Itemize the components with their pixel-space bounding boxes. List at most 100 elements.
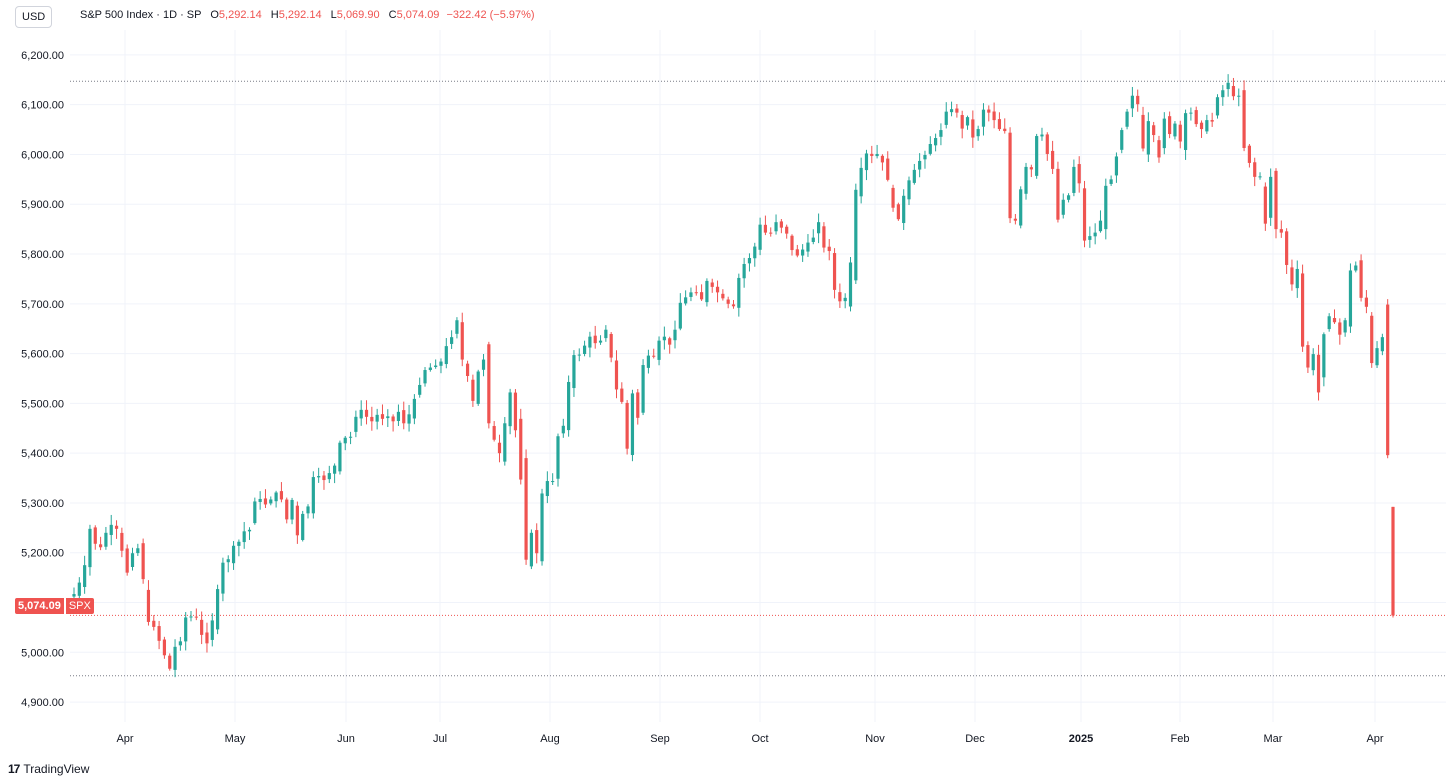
candle-body	[279, 491, 284, 500]
candle-body	[540, 493, 544, 562]
candle-body	[109, 524, 113, 535]
candle-body	[1157, 140, 1161, 158]
high-value: 5,292.14	[278, 9, 322, 21]
last-price-tag: 5,074.09 SPX	[15, 598, 94, 614]
candle-body	[561, 425, 565, 434]
candle-body	[588, 336, 592, 348]
candle-body	[556, 436, 560, 479]
candle-body	[434, 365, 438, 367]
candle-body	[598, 340, 603, 343]
candle-body	[428, 367, 432, 370]
x-tick-label: Apr	[1366, 733, 1383, 745]
candle-body	[902, 195, 906, 224]
candle-body	[790, 235, 794, 251]
candle-body	[88, 528, 92, 568]
x-tick-label: Dec	[965, 733, 985, 745]
candle-body	[944, 111, 948, 125]
tradingview-logo[interactable]: 17 TradingView	[8, 762, 89, 776]
candle-body	[1295, 268, 1299, 289]
candle-body	[1162, 118, 1166, 149]
candle-body	[1136, 95, 1140, 105]
candle-body	[1247, 145, 1251, 163]
candle-body	[753, 246, 757, 259]
open-value: 5,292.14	[218, 9, 262, 21]
reference-lines	[70, 80, 1446, 677]
last-price-value: 5,074.09	[15, 598, 64, 614]
candle-body	[1274, 170, 1278, 230]
candle-body	[795, 249, 799, 256]
candle-body	[731, 304, 736, 307]
candle-body	[418, 384, 422, 395]
low-label: L	[330, 9, 337, 21]
candle-body	[577, 354, 581, 356]
candle-body	[1178, 124, 1182, 142]
candle-body	[295, 505, 299, 536]
candle-body	[423, 370, 427, 384]
candle-body	[481, 359, 486, 370]
candles	[72, 74, 1395, 678]
open-label: O	[210, 9, 219, 21]
candle-body	[689, 292, 693, 297]
candle-body	[1327, 316, 1331, 330]
candle-body	[1045, 134, 1049, 154]
candle-body	[497, 442, 502, 454]
candle-body	[657, 340, 661, 360]
y-tick-label: 5,800.00	[21, 249, 64, 261]
candle-body	[322, 475, 326, 481]
candle-body	[173, 646, 177, 670]
candle-body	[1040, 134, 1044, 137]
candle-body	[864, 153, 869, 171]
candle-body	[726, 299, 730, 304]
candle-body	[976, 129, 980, 137]
candle-body	[407, 414, 411, 424]
candle-body	[450, 337, 454, 344]
candle-body	[455, 320, 459, 334]
candle-body	[98, 544, 103, 548]
candle-body	[1338, 322, 1342, 335]
candle-body	[359, 409, 363, 419]
tradingview-logo-text: TradingView	[23, 762, 90, 776]
x-tick-label: Sep	[650, 733, 670, 745]
candle-body	[237, 541, 241, 546]
y-tick-label: 5,200.00	[21, 548, 64, 560]
candle-body	[221, 562, 225, 594]
candle-body	[1205, 120, 1209, 132]
candle-body	[205, 632, 209, 644]
candle-body	[439, 361, 443, 366]
candle-body	[955, 108, 959, 113]
symbol-name[interactable]: S&P 500 Index · 1D · SP	[80, 9, 202, 21]
candle-body	[471, 379, 475, 401]
candle-body	[1056, 168, 1060, 220]
candle-body	[247, 529, 252, 532]
close-value: 5,074.09	[396, 9, 440, 21]
candle-body	[838, 292, 842, 302]
candle-body	[524, 458, 528, 560]
candle-body	[141, 543, 145, 580]
candle-body	[513, 392, 518, 431]
candle-body	[1008, 132, 1012, 219]
candle-body	[758, 224, 762, 250]
candle-body	[1237, 95, 1241, 97]
candle-body	[1093, 232, 1097, 237]
candle-body	[152, 620, 156, 627]
candle-body	[1189, 112, 1193, 114]
candle-body	[614, 360, 619, 390]
candle-body	[125, 548, 129, 573]
currency-button[interactable]: USD	[15, 6, 53, 28]
candle-body	[1066, 195, 1071, 200]
candle-body	[1194, 110, 1198, 125]
candle-body	[412, 398, 416, 419]
candle-body	[242, 531, 246, 543]
candle-body	[1109, 179, 1113, 184]
candle-body	[311, 477, 315, 514]
candle-body	[870, 153, 874, 156]
candle-body	[348, 436, 353, 438]
candle-body	[1279, 229, 1283, 233]
candle-body	[705, 280, 709, 303]
candle-body	[827, 246, 831, 252]
candle-body	[1082, 188, 1087, 241]
candle-body	[1316, 354, 1321, 393]
candle-body	[822, 226, 826, 248]
last-price-symbol: SPX	[65, 598, 94, 614]
